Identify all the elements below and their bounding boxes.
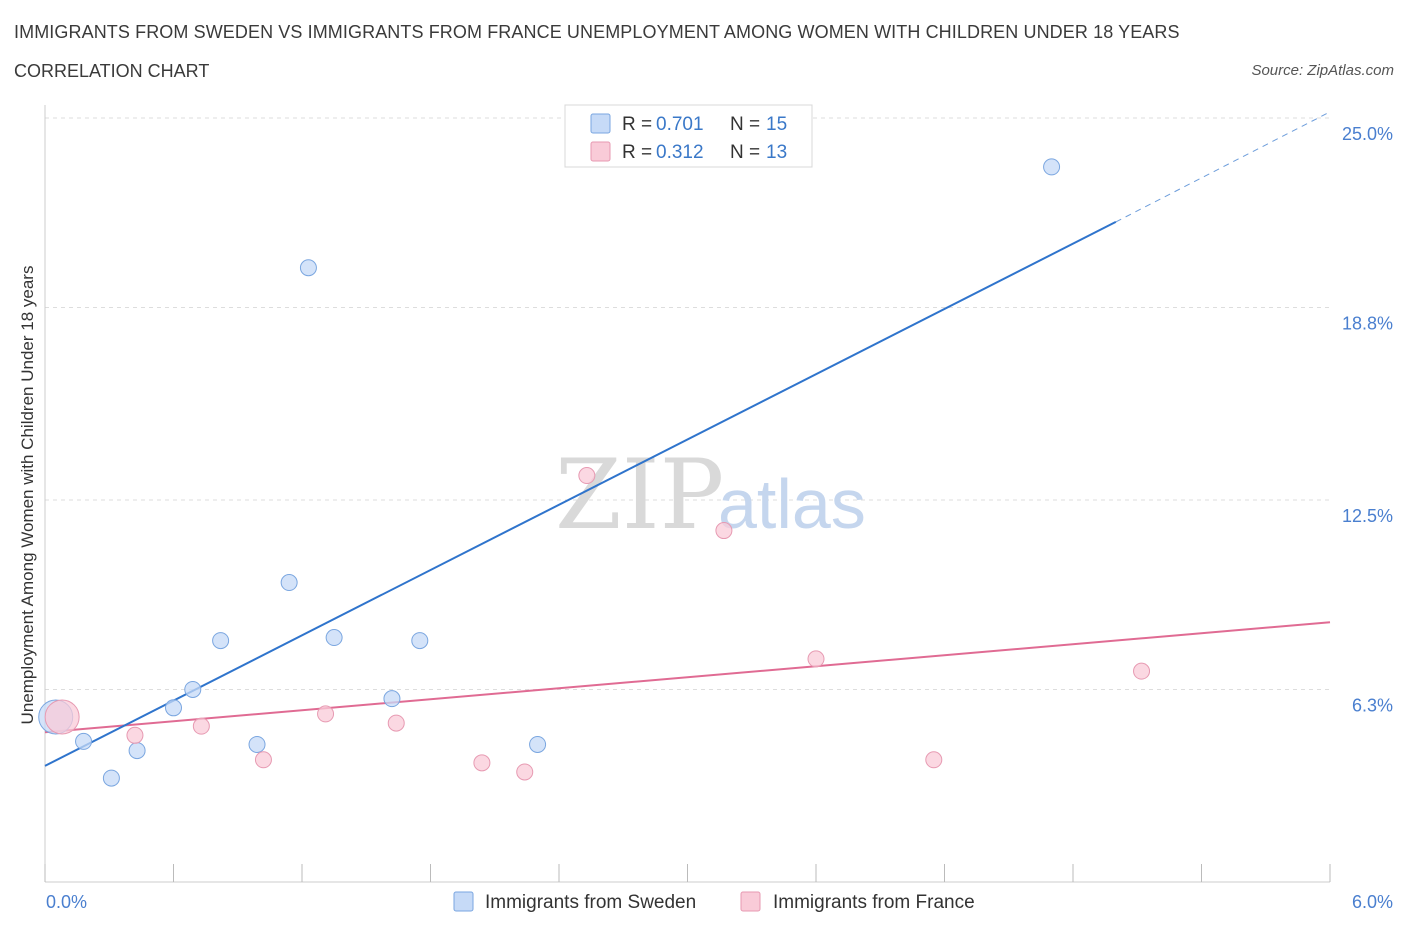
point-sweden-7	[248, 735, 266, 753]
point-france-0	[44, 699, 80, 735]
x-tick-label-max: 6.0%	[1352, 892, 1393, 912]
point-sweden-11	[383, 690, 401, 708]
trend-lines	[44, 111, 1331, 767]
series-swatch-sweden	[453, 891, 474, 912]
point-sweden-14	[1043, 158, 1061, 176]
x-tick-label-min: 0.0%	[46, 892, 87, 912]
series-swatch-france	[740, 891, 761, 912]
y-tick-label-2: 18.8%	[1342, 313, 1393, 333]
watermark-zip: ZIP	[555, 439, 724, 551]
point-sweden-10	[325, 629, 343, 647]
trend-line-france	[44, 621, 1331, 734]
point-sweden-13	[529, 735, 547, 753]
series-label-france: Immigrants from France	[773, 892, 975, 913]
point-france-9	[715, 522, 733, 540]
series-label-sweden: Immigrants from Sweden	[485, 892, 696, 913]
grid-lines	[45, 117, 1330, 690]
watermark: ZIP atlas	[555, 439, 866, 551]
series-legend: Immigrants from Sweden Immigrants from F…	[453, 891, 975, 913]
point-france-11	[925, 751, 943, 769]
legend-n-value-sweden: 15	[766, 114, 787, 135]
point-france-5	[387, 714, 405, 732]
point-sweden-4	[165, 699, 182, 717]
watermark-atlas: atlas	[718, 465, 866, 543]
point-france-10	[807, 650, 825, 668]
legend-n-value-france: 13	[766, 142, 787, 163]
point-sweden-9	[299, 259, 317, 277]
point-france-3	[254, 751, 272, 769]
y-tick-label-0: 6.3%	[1352, 695, 1393, 715]
point-france-8	[578, 467, 596, 485]
point-france-12	[1133, 662, 1151, 680]
point-france-2	[192, 717, 210, 735]
y-axis-label: Unemployment Among Women with Children U…	[18, 266, 37, 725]
data-points	[38, 158, 1151, 787]
point-france-6	[473, 754, 491, 772]
point-sweden-6	[212, 632, 230, 650]
correlation-legend: R = 0.701 N = 15 R = 0.312 N = 13	[564, 104, 813, 168]
legend-swatch-sweden	[590, 113, 611, 134]
legend-r-value-france: 0.312	[656, 142, 704, 163]
point-france-1	[126, 726, 144, 744]
point-sweden-8	[280, 574, 298, 592]
source-credit: Source: ZipAtlas.com	[1251, 62, 1394, 79]
point-sweden-3	[128, 742, 146, 760]
legend-r-label-france: R =	[622, 142, 652, 163]
legend-n-label-france: N =	[730, 142, 760, 163]
trend-line-sweden-extension	[1115, 111, 1331, 223]
point-sweden-1	[75, 732, 93, 750]
y-tick-label-3: 25.0%	[1342, 124, 1393, 144]
point-france-7	[516, 763, 534, 781]
y-tick-label-1: 12.5%	[1342, 506, 1393, 526]
trend-line-sweden	[44, 221, 1117, 767]
x-tick-labels: 0.0% 6.0%	[46, 892, 1393, 912]
legend-r-label-sweden: R =	[622, 114, 652, 135]
point-sweden-2	[102, 769, 120, 787]
point-france-4	[317, 705, 335, 723]
legend-r-value-sweden: 0.701	[656, 114, 704, 135]
point-sweden-5	[184, 680, 202, 698]
y-tick-labels: 6.3% 12.5% 18.8% 25.0%	[1342, 124, 1393, 715]
chart-title: IMMIGRANTS FROM SWEDEN VS IMMIGRANTS FRO…	[14, 22, 1180, 42]
legend-n-label-sweden: N =	[730, 114, 760, 135]
chart-subtitle: CORRELATION CHART	[14, 61, 210, 81]
legend-swatch-france	[590, 141, 611, 162]
point-sweden-12	[411, 632, 429, 650]
axes	[44, 105, 1331, 883]
